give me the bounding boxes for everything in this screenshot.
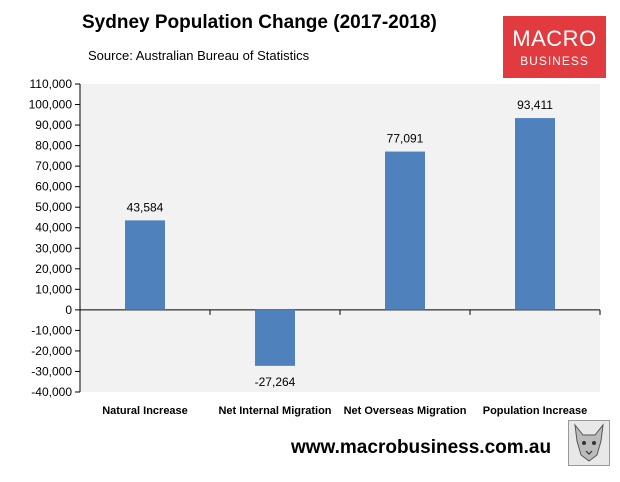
y-tick-label: 0: [65, 303, 72, 317]
chart-source: Source: Australian Bureau of Statistics: [88, 48, 310, 63]
logo-line2: BUSINESS: [520, 54, 589, 68]
data-label: 43,584: [127, 200, 164, 214]
bar-net-internal-migration: [255, 309, 295, 366]
bar-population-increase: [515, 118, 555, 310]
bar-natural-increase: [125, 220, 165, 310]
y-tick-label: -10,000: [31, 323, 72, 337]
logo-line1: MACRO: [512, 26, 597, 51]
y-tick-label: -40,000: [31, 385, 72, 399]
axes: 110,000 100,000 90,000 80,000 70,000 60,000 50…: [29, 77, 601, 399]
y-tick-label: 30,000: [35, 241, 72, 255]
category-label: Population Increase: [483, 405, 588, 417]
macro-business-logo: MACRO BUSINESS: [503, 16, 606, 78]
y-tick-label: 110,000: [30, 77, 73, 91]
bars: [125, 118, 555, 366]
labels: 43,584 Natural Increase -27,264 Net Interna…: [102, 98, 587, 417]
y-tick-label: 80,000: [35, 139, 72, 153]
data-label: 77,091: [387, 132, 424, 146]
data-label: 93,411: [517, 98, 553, 112]
y-tick-label: 50,000: [35, 200, 72, 214]
category-label: Natural Increase: [102, 405, 188, 417]
category-label: Net Overseas Migration: [344, 405, 467, 417]
category-label: Net Internal Migration: [218, 405, 331, 417]
chart-title: Sydney Population Change (2017-2018): [82, 12, 437, 33]
y-tick-label: 70,000: [35, 159, 72, 173]
y-tick-label: 90,000: [35, 118, 72, 132]
y-tick-label: 40,000: [35, 221, 72, 235]
y-tick-label: -20,000: [31, 344, 72, 358]
y-tick-label: -30,000: [31, 364, 72, 378]
y-tick-label: 10,000: [35, 282, 72, 296]
bar-net-overseas-migration: [385, 151, 425, 310]
y-tick-label: 60,000: [35, 180, 72, 194]
wolf-mascot-icon: [568, 420, 610, 466]
y-tick-label: 20,000: [35, 262, 72, 276]
data-label: -27,264: [255, 375, 296, 389]
website-url[interactable]: www.macrobusiness.com.au: [291, 437, 552, 458]
plot-area: [80, 84, 600, 392]
y-tick-label: 100,000: [29, 98, 73, 112]
